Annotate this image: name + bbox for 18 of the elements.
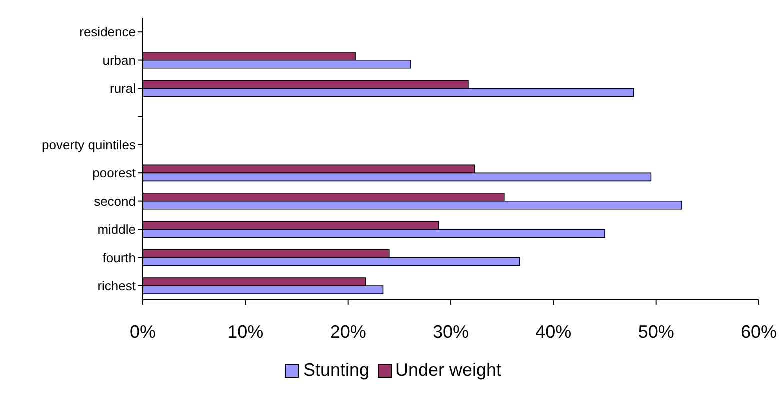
y-tick-label: rural (110, 81, 136, 96)
y-tick-label: poverty quintiles (42, 138, 136, 153)
x-tick-label: 10% (228, 322, 264, 342)
y-tick-label: middle (98, 222, 136, 238)
y-tick-label: residence (80, 24, 136, 40)
x-tick-label: 20% (330, 322, 366, 342)
x-tick-label: 50% (638, 322, 674, 342)
y-tick-label: richest (98, 278, 136, 294)
legend-label: Stunting (303, 360, 370, 381)
x-tick-label: 60% (740, 322, 778, 342)
x-tick-label: 40% (536, 322, 572, 342)
y-tick-label: urban (102, 52, 136, 68)
y-tick-label: second (94, 194, 136, 209)
x-tick-label: 30% (432, 322, 470, 342)
legend-label: Under weight (396, 360, 502, 381)
y-tick-label: poorest (92, 166, 136, 181)
x-tick-label: 0% (130, 322, 156, 342)
y-tick-label: fourth (102, 250, 136, 266)
